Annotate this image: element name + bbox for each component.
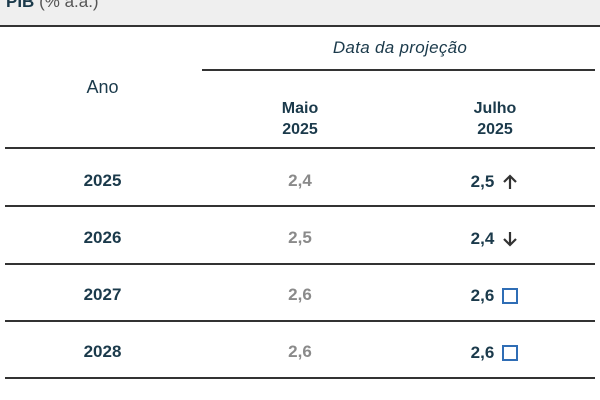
header-julho-month: Julho <box>473 100 517 117</box>
cell-julho-value: 2,4 <box>470 228 495 248</box>
title-main: PIB <box>6 0 35 11</box>
cell-ano: 2026 <box>83 228 122 247</box>
cell-julho-value: 2,6 <box>470 342 495 362</box>
arrow-up-icon <box>501 173 519 191</box>
table-row: 2028 2,6 2,6 <box>0 323 600 380</box>
cell-julho-value: 2,5 <box>470 171 495 191</box>
header-maio-month: Maio <box>281 100 319 117</box>
cell-maio: 2,5 <box>288 228 312 247</box>
cell-maio: 2,6 <box>288 285 312 304</box>
table-row: 2025 2,4 2,5 <box>0 152 600 209</box>
title-unit: (% a.a.) <box>39 0 99 11</box>
cell-ano: 2027 <box>83 285 122 304</box>
cell-ano: 2025 <box>83 171 122 190</box>
cell-maio: 2,6 <box>288 342 312 361</box>
header-col-julho: Julho 2025 <box>445 98 545 140</box>
cell-maio: 2,4 <box>288 171 312 190</box>
cell-julho: 2,5 <box>440 152 550 209</box>
square-icon <box>501 344 519 362</box>
square-icon <box>501 287 519 305</box>
cell-julho: 2,6 <box>440 266 550 323</box>
cell-julho-value: 2,6 <box>470 285 495 305</box>
header-subrule <box>202 69 595 71</box>
cell-julho: 2,6 <box>440 323 550 380</box>
cell-julho: 2,4 <box>440 209 550 266</box>
header-rule <box>5 147 595 149</box>
row-divider <box>5 205 595 207</box>
header-ano: Ano <box>86 77 119 97</box>
table-row: 2027 2,6 2,6 <box>0 266 600 323</box>
table-row: 2026 2,5 2,4 <box>0 209 600 266</box>
header-date-group: Data da projeção <box>332 38 468 57</box>
header-maio-year: 2025 <box>282 121 318 138</box>
cell-ano: 2028 <box>83 342 122 361</box>
row-divider <box>5 263 595 265</box>
header-julho-year: 2025 <box>477 121 513 138</box>
header-col-maio: Maio 2025 <box>250 98 350 140</box>
arrow-down-icon <box>501 230 519 248</box>
row-divider <box>5 320 595 322</box>
table-title-bar: PIB (% a.a.) <box>0 0 600 27</box>
row-divider <box>5 377 595 379</box>
table-title: PIB (% a.a.) <box>6 0 99 12</box>
